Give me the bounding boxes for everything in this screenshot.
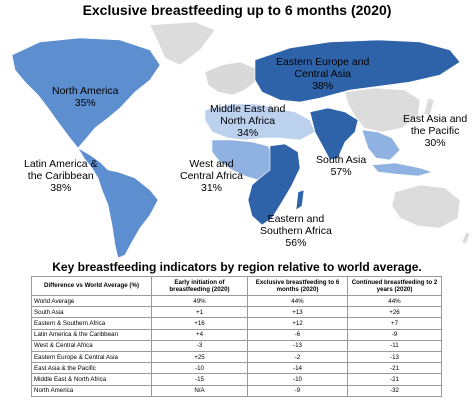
- cell-region: North America: [31, 384, 152, 397]
- label-south-asia: South Asia 57%: [316, 154, 367, 178]
- cell-value: -13: [347, 350, 442, 364]
- cell-value: -21: [347, 373, 442, 386]
- madagascar-shape: [295, 189, 305, 211]
- map-title: Exclusive breastfeeding up to 6 months (…: [82, 2, 392, 18]
- china-shape: [344, 87, 421, 133]
- table-row: World Average 49% 44% 44%: [31, 294, 442, 308]
- header-exclusive: Exclusive breastfeeding to 6 months (202…: [247, 276, 348, 296]
- latin-america-shape: [77, 147, 159, 259]
- cell-value: +1: [151, 306, 248, 319]
- mena-shape: [204, 103, 316, 141]
- cell-value: +12: [247, 317, 348, 330]
- cell-value: -9: [347, 328, 442, 341]
- cell-region: Eastern Europe & Central Asia: [31, 350, 152, 364]
- cell-value: +7: [347, 317, 442, 330]
- world-map-graphic: [11, 21, 471, 259]
- western-europe-shape: [204, 61, 256, 96]
- cell-region: World Average: [31, 294, 152, 308]
- japan-shape: [423, 97, 435, 117]
- table-row: West & Central Africa -3 -13 -11: [31, 339, 442, 352]
- north-america-shape: [11, 37, 161, 149]
- table-row: North America N/A -9 -32: [31, 384, 442, 397]
- cell-value: +25: [151, 350, 248, 364]
- cell-value: -15: [151, 373, 248, 386]
- cell-region: South Asia: [31, 306, 152, 319]
- table-row: East Asia & the Pacific -10 -14 -21: [31, 362, 442, 375]
- cell-value: +26: [347, 306, 442, 319]
- cell-value: -10: [151, 362, 248, 375]
- table-row: Eastern & Southern Africa +16 +12 +7: [31, 317, 442, 330]
- cell-value: 44%: [247, 294, 348, 308]
- world-map: North America 35% Latin America & the Cari…: [0, 20, 474, 260]
- cell-value: -9: [247, 384, 348, 397]
- cell-value: -10: [247, 373, 348, 386]
- cell-value: +16: [151, 317, 248, 330]
- cell-value: -21: [347, 362, 442, 375]
- cell-value: -14: [247, 362, 348, 375]
- indonesia-shape: [371, 162, 434, 177]
- cell-value: -11: [347, 339, 442, 352]
- cell-region: West & Central Africa: [31, 339, 152, 352]
- label-east-asia: East Asia and the Pacific 30%: [403, 113, 468, 149]
- label-eastern-europe: Eastern Europe and Central Asia 38%: [276, 56, 370, 92]
- cell-value: +4: [151, 328, 248, 341]
- southeast-asia-shape: [361, 129, 401, 161]
- label-west-central-africa: West and Central Africa 31%: [180, 158, 244, 194]
- table-row: Middle East & North Africa -15 -10 -21: [31, 373, 442, 386]
- cell-region: East Asia & the Pacific: [31, 362, 152, 375]
- indicators-table: Difference vs World Average (%) Early in…: [31, 276, 442, 397]
- australia-shape: [391, 184, 461, 229]
- eastern-europe-shape: [254, 39, 461, 103]
- greenland-shape: [149, 21, 216, 66]
- header-early-initiation: Early initiation of breastfeeding (2020): [151, 276, 248, 296]
- cell-value: -3: [151, 339, 248, 352]
- cell-value: 49%: [151, 294, 248, 308]
- header-continued: Continued breastfeeding to 2 years (2020…: [347, 276, 442, 296]
- table-row: Eastern Europe & Central Asia +25 -2 -13: [31, 350, 442, 364]
- label-mena: Middle East and North Africa 34%: [210, 103, 286, 139]
- table-title: Key breastfeeding indicators by region r…: [52, 260, 422, 274]
- label-latin-america: Latin America & the Caribbean 38%: [24, 158, 98, 194]
- table-header-row: Difference vs World Average (%) Early in…: [31, 276, 442, 296]
- table-row: Latin America & the Caribbean +4 -6 -9: [31, 328, 442, 341]
- cell-value: +13: [247, 306, 348, 319]
- cell-value: -13: [247, 339, 348, 352]
- header-region: Difference vs World Average (%): [31, 276, 152, 296]
- cell-value: 44%: [347, 294, 442, 308]
- new-zealand-shape: [461, 231, 471, 245]
- cell-region: Middle East & North Africa: [31, 373, 152, 386]
- label-eastern-southern-africa: Eastern and Southern Africa 56%: [260, 213, 332, 249]
- label-north-america: North America 35%: [52, 85, 119, 109]
- table-row: South Asia +1 +13 +26: [31, 306, 442, 319]
- south-asia-shape: [309, 107, 359, 161]
- eastern-southern-africa-shape: [247, 143, 301, 226]
- cell-value: -2: [247, 350, 348, 364]
- cell-value: -32: [347, 384, 442, 397]
- cell-value: -6: [247, 328, 348, 341]
- cell-region: Latin America & the Caribbean: [31, 328, 152, 341]
- cell-value: N/A: [151, 384, 248, 397]
- cell-region: Eastern & Southern Africa: [31, 317, 152, 330]
